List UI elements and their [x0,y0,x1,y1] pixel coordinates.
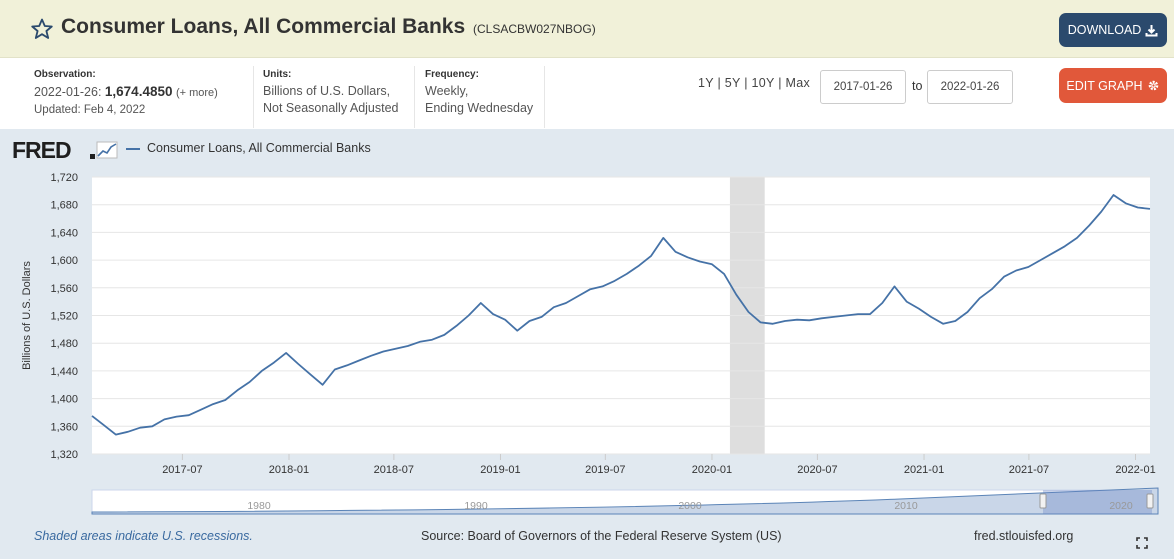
units-label: Units: [263,69,292,80]
x-tick-label: 2021-01 [904,464,944,476]
edit-graph-button[interactable]: EDIT GRAPH [1059,68,1167,103]
download-button[interactable]: DOWNLOAD [1059,13,1167,47]
fullscreen-icon[interactable] [1136,537,1148,549]
download-icon [1145,24,1158,36]
frequency-block: Frequency: Weekly, Ending Wednesday [425,62,533,128]
units-line2: Not Seasonally Adjusted [263,101,399,115]
navigator-handle[interactable] [1039,493,1047,509]
y-tick-label: 1,720 [50,172,78,184]
navigator-selection[interactable] [1043,490,1152,514]
date-from-input[interactable]: 2017-01-26 [820,70,906,104]
range-5y[interactable]: 5Y [724,76,741,90]
frequency-label: Frequency: [425,69,479,80]
x-tick-label: 2018-07 [374,464,414,476]
series-id: (CLSACBW027NBOG) [473,22,596,36]
fred-chart-icon [96,141,118,159]
range-1y[interactable]: 1Y [698,76,714,90]
navigator-area [91,487,1159,515]
units-line1: Billions of U.S. Dollars, [263,84,391,98]
star-icon[interactable] [30,17,54,41]
y-axis-label: Billions of U.S. Dollars [21,261,33,370]
source-note[interactable]: Source: Board of Governors of the Federa… [421,529,782,543]
gear-icon [1148,80,1158,91]
units-block: Units: Billions of U.S. Dollars, Not Sea… [263,62,399,128]
x-tick-label: 2019-01 [480,464,520,476]
download-label: DOWNLOAD [1067,23,1142,37]
y-tick-label: 1,360 [50,421,78,433]
fred-logo-dot [90,154,95,159]
x-tick-label: 2020-07 [797,464,837,476]
observation-label: Observation: [34,69,96,80]
y-tick-label: 1,560 [50,283,78,295]
header-bar: Consumer Loans, All Commercial Banks (CL… [0,0,1174,58]
frequency-line1: Weekly, [425,84,469,98]
navigator-year-label: 2010 [894,500,918,512]
legend-swatch [126,148,140,150]
y-tick-label: 1,400 [50,394,78,406]
navigator-handle[interactable] [1146,493,1154,509]
updated-date: Updated: Feb 4, 2022 [34,104,146,116]
legend-label: Consumer Loans, All Commercial Banks [147,141,371,155]
x-tick-label: 2020-01 [692,464,732,476]
x-tick-label: 2018-01 [269,464,309,476]
site-link[interactable]: fred.stlouisfed.org [974,529,1074,543]
series-title: Consumer Loans, All Commercial Banks [61,15,466,38]
series-line[interactable] [91,194,1151,436]
y-tick-label: 1,600 [50,255,78,267]
x-tick-label: 2021-07 [1009,464,1049,476]
navigator-year-label: 1990 [464,500,488,512]
observation-date: 2022-01-26: [34,85,102,99]
range-selector: 1Y | 5Y | 10Y | Max [698,76,811,90]
y-tick-label: 1,320 [50,449,78,461]
meta-divider [544,66,545,128]
meta-divider [253,66,254,128]
y-tick-label: 1,680 [50,200,78,212]
fred-logo: FRED [12,137,72,163]
navigator-year-label: 2020 [1109,500,1133,512]
recession-note: Shaded areas indicate U.S. recessions. [34,529,253,543]
range-10y[interactable]: 10Y [751,76,775,90]
y-tick-label: 1,640 [50,227,78,239]
page-title: Consumer Loans, All Commercial Banks (CL… [61,15,596,39]
y-tick-label: 1,440 [50,366,78,378]
y-tick-label: 1,520 [50,311,78,323]
range-max[interactable]: Max [785,76,811,90]
y-tick-label: 1,480 [50,338,78,350]
x-tick-label: 2019-07 [585,464,625,476]
navigator-year-label: 1980 [247,500,271,512]
x-tick-label: 2017-07 [162,464,202,476]
x-tick-label: 2022-01 [1115,464,1155,476]
meta-divider [414,66,415,128]
observation-more-link[interactable]: (+ more) [175,87,218,99]
observation-value: 1,674.4850 [104,84,173,99]
date-to-input[interactable]: 2022-01-26 [927,70,1013,104]
edit-graph-label: EDIT GRAPH [1066,78,1143,93]
navigator-year-label: 2000 [678,500,702,512]
to-label: to [912,79,923,93]
frequency-line2: Ending Wednesday [425,101,534,115]
line-chart[interactable]: 1,320 1,360 1,400 1,440 1,480 1,520 1,560 1,600… [0,129,1174,529]
observation-block: Observation: 2022-01-26: 1,674.4850 (+ m… [34,62,218,128]
